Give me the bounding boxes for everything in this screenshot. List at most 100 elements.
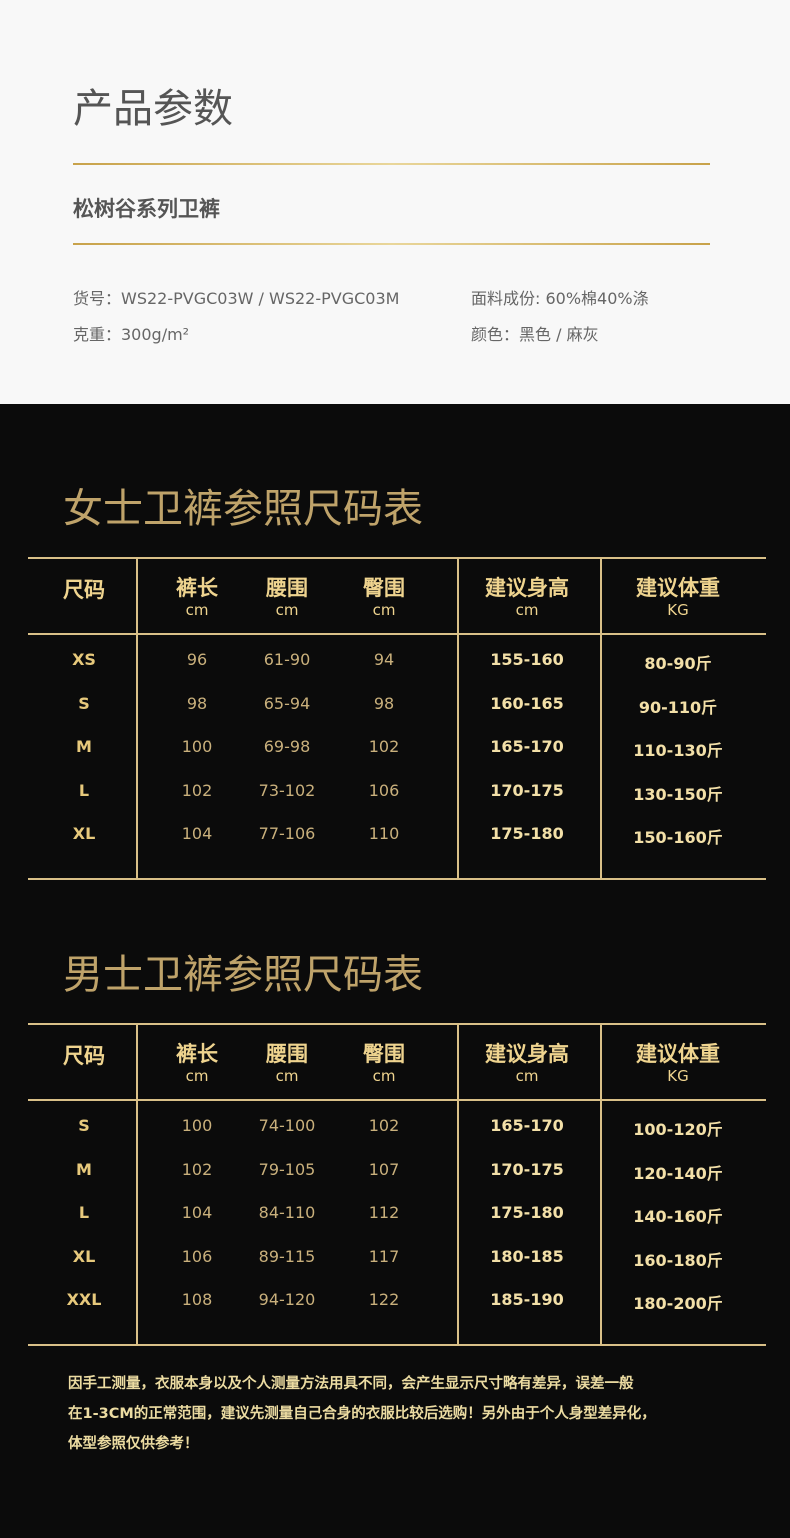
column-header: 建议身高 [485,1042,569,1066]
cell: 104 [181,824,213,844]
cell: 106 [368,780,400,800]
cell: 74-100 [258,1116,316,1135]
table-title: 女士卫裤参照尺码表 [63,486,423,532]
column-header: 建议体重 [636,576,720,600]
cell: 65-94 [263,693,311,713]
cell: 175-180 [490,1203,564,1223]
cell: 140-160斤 [633,1207,723,1227]
spec: 颜色：黑色 / 麻灰 [471,325,599,344]
cell: S [78,1116,90,1135]
column-unit: cm [515,601,539,619]
spec: 克重：300g/m² [73,325,190,344]
cell: 130-150斤 [633,784,723,804]
column-rule [600,557,602,878]
cell: 175-180 [490,824,564,844]
column-rule [136,557,138,878]
table-rule [28,1099,766,1101]
note-line: 在1-3CM的正常范围，建议先测量自己合身的衣服比较后选购！另外由于个人身型差异… [68,1406,656,1422]
cell: 120-140斤 [633,1163,723,1183]
cell: XL [72,1246,96,1266]
cell: 94 [373,650,395,669]
column-header: 建议身高 [485,576,569,600]
cell: 77-106 [258,824,316,844]
column-unit: cm [372,601,396,619]
column-rule [136,1023,138,1344]
table-rule [28,878,766,880]
cell: 117 [368,1246,400,1266]
column-header: 腰围 [266,1042,308,1066]
spec: 货号：WS22-PVGC03W / WS22-PVGC03M [73,289,400,308]
table-title: 男士卫裤参照尺码表 [63,952,423,998]
cell: 106 [181,1246,213,1266]
cell: XS [72,650,96,669]
cell: 89-115 [258,1246,316,1266]
column-header: 腰围 [266,576,308,600]
column-rule [600,1023,602,1344]
column-rule [457,1023,459,1344]
cell: 160-165 [490,693,564,713]
column-header: 裤长 [176,1042,218,1066]
cell: 180-200斤 [633,1294,723,1314]
cell: 69-98 [263,737,311,757]
title: 产品参数 [73,86,233,132]
cell: 102 [181,1159,213,1179]
column-unit: cm [185,601,209,619]
column-header: 裤长 [176,576,218,600]
column-header: 臀围 [363,1042,405,1066]
cell: 170-175 [490,1159,564,1179]
cell: 98 [373,693,395,713]
cell: 73-102 [258,780,316,800]
column-unit: cm [372,1067,396,1085]
cell: 79-105 [258,1159,316,1179]
cell: 102 [368,1116,400,1135]
cell: XL [72,824,96,844]
cell: S [78,693,90,713]
cell: 112 [368,1203,400,1223]
product-name: 松树谷系列卫裤 [73,197,220,221]
cell: 90-110斤 [638,697,718,717]
cell: 94-120 [258,1290,316,1310]
column-header: 尺码 [63,578,105,602]
params-section: 产品参数 松树谷系列卫裤 货号：WS22-PVGC03W / WS22-PVGC… [0,0,790,404]
cell: 80-90斤 [644,654,712,673]
cell: 100 [181,737,213,757]
column-rule [457,557,459,878]
note-line: 体型参照仅供参考！ [68,1436,199,1452]
column-unit: KG [667,1067,689,1085]
cell: 110-130斤 [633,741,723,761]
column-unit: cm [275,601,299,619]
cell: M [76,1159,92,1179]
cell: 165-170 [490,737,564,757]
column-header: 尺码 [63,1044,105,1068]
cell: 84-110 [258,1203,316,1223]
column-unit: cm [275,1067,299,1085]
note-line: 因手工测量，衣服本身以及个人测量方法用具不同，会产生显示尺寸略有差异，误差一般 [68,1376,634,1392]
cell: 165-170 [490,1116,564,1135]
cell: 110 [368,824,400,844]
cell: XXL [66,1290,102,1310]
table-rule [28,633,766,635]
cell: 100-120斤 [633,1120,723,1139]
cell: 180-185 [490,1246,564,1266]
cell: 104 [181,1203,213,1223]
cell: 122 [368,1290,400,1310]
divider [73,163,710,165]
column-unit: cm [185,1067,209,1085]
cell: 150-160斤 [633,828,723,848]
column-header: 臀围 [363,576,405,600]
cell: 155-160 [490,650,564,669]
divider [73,243,710,245]
cell: L [78,1203,90,1223]
cell: M [76,737,92,757]
cell: 98 [186,693,208,713]
column-header: 建议体重 [636,1042,720,1066]
cell: L [78,780,90,800]
spec: 面料成份: 60%棉40%涤 [471,289,649,308]
cell: 160-180斤 [633,1250,723,1270]
cell: 185-190 [490,1290,564,1310]
cell: 102 [368,737,400,757]
table-rule [28,1344,766,1346]
cell: 61-90 [263,650,311,669]
column-unit: KG [667,601,689,619]
